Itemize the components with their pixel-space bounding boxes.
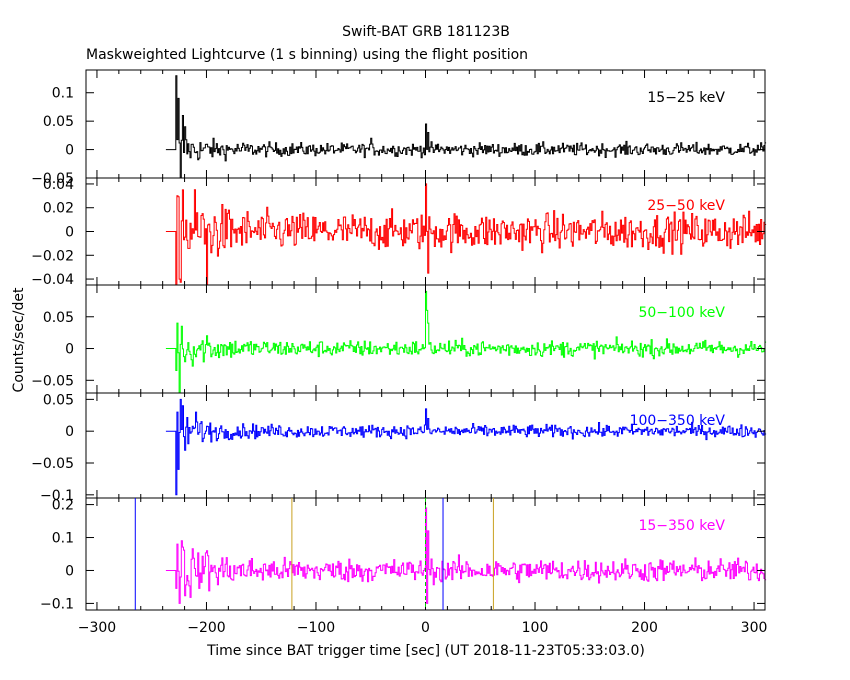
series-trace-3 xyxy=(165,290,767,394)
y-tick-label: 0.05 xyxy=(43,310,74,326)
chart-subtitle: Maskweighted Lightcurve (1 s binning) us… xyxy=(86,47,528,63)
y-tick-label: −0.1 xyxy=(40,596,74,612)
y-tick-label: −0.04 xyxy=(31,272,74,288)
y-tick-label: 0.1 xyxy=(52,531,74,547)
series-trace-1 xyxy=(165,75,767,179)
panel-2: −0.04 −0.02 0 0.02 0.04 25−50 keV xyxy=(31,177,767,288)
band-label-1: 15−25 keV xyxy=(647,90,725,106)
y-tick-label: 0.2 xyxy=(52,498,74,514)
band-label-4: 100−350 keV xyxy=(630,413,726,429)
y-tick-label: 0 xyxy=(65,424,74,440)
y-axis-label: Counts/sec/det xyxy=(11,287,27,392)
y-tick-label: 0.05 xyxy=(43,392,74,408)
x-tick-label: 300 xyxy=(741,620,768,636)
panel-3: −0.05 0 0.05 50−100 keV xyxy=(31,284,767,394)
series-trace-2 xyxy=(165,183,767,286)
x-tick-label: −300 xyxy=(78,620,116,636)
y-tick-label: 0 xyxy=(65,143,74,159)
panel-1: −0.05 0 0.05 0.1 15−25 keV xyxy=(31,69,767,187)
y-tick-label: −0.02 xyxy=(31,248,74,264)
y-tick-label: 0 xyxy=(65,225,74,241)
y-tick-label: −0.05 xyxy=(31,171,74,187)
band-label-5: 15−350 keV xyxy=(638,518,725,534)
y-tick-label: 0 xyxy=(65,563,74,579)
series-trace-4 xyxy=(165,398,767,496)
band-label-3: 50−100 keV xyxy=(638,305,725,321)
y-tick-label: 0.02 xyxy=(43,201,74,217)
panel-4: −0.1 −0.05 0 0.05 100−350 keV xyxy=(31,392,767,504)
y-tick-label: −0.05 xyxy=(31,456,74,472)
chart-title: Swift-BAT GRB 181123B xyxy=(342,24,510,40)
x-axis-label: Time since BAT trigger time [sec] (UT 20… xyxy=(206,643,645,659)
band-label-2: 25−50 keV xyxy=(647,198,725,214)
x-tick-label: 0 xyxy=(421,620,430,636)
y-tick-label: 0 xyxy=(65,342,74,358)
x-tick-label: 200 xyxy=(631,620,658,636)
panel-5: −0.1 0 0.1 0.2 15−350 keV xyxy=(40,497,767,612)
y-tick-label: 0.05 xyxy=(43,114,74,130)
series-trace-5 xyxy=(165,507,767,604)
y-tick-label: −0.05 xyxy=(31,373,74,389)
x-tick-label: −200 xyxy=(187,620,225,636)
y-tick-label: 0.04 xyxy=(43,177,74,193)
y-tick-label: 0.1 xyxy=(52,86,74,102)
x-tick-label: 100 xyxy=(522,620,549,636)
y-tick-label: −0.1 xyxy=(40,488,74,504)
x-tick-label: −100 xyxy=(297,620,335,636)
